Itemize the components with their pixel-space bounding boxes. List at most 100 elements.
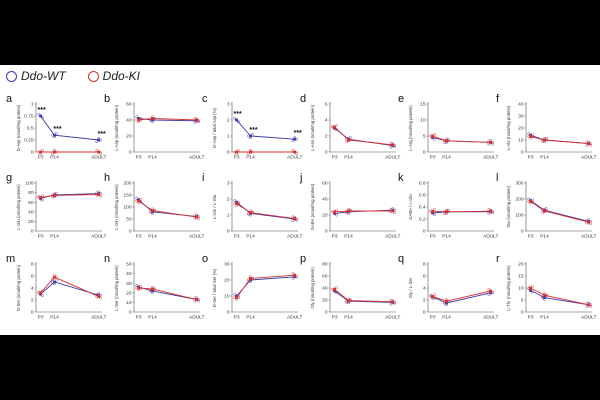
data-point	[541, 211, 545, 215]
y-tick-label: 3	[227, 181, 230, 187]
y-tick-label: 100	[515, 213, 523, 219]
y-axis-label: L-Asp (nmol/mg protein)	[114, 104, 119, 151]
y-tick-label: 60	[322, 274, 328, 280]
x-tick-label: P14	[540, 234, 549, 240]
y-tick-label: 15	[420, 102, 426, 108]
data-point	[149, 210, 153, 214]
data-point	[487, 142, 491, 146]
data-point	[99, 296, 102, 300]
data-point	[393, 144, 396, 148]
data-point	[541, 295, 545, 299]
x-tick-label: P3	[332, 155, 338, 161]
y-tick-label: 100	[123, 205, 131, 211]
y-tick-label: 0	[325, 310, 328, 316]
y-axis-label: D-Ser / total Ser (%)	[212, 268, 217, 307]
y-tick-label: 0	[325, 150, 328, 156]
series-line	[236, 276, 295, 297]
panel-g: g L-Glu (nmol/mg protein) 0 20 40 60 80 100 P3 P1…	[6, 172, 106, 240]
mean-marker	[235, 150, 239, 154]
mean-marker	[195, 298, 199, 301]
data-point	[193, 116, 197, 120]
mean-marker	[529, 135, 533, 138]
data-point	[530, 198, 534, 202]
data-point	[389, 302, 393, 306]
data-point	[345, 211, 349, 215]
data-point	[291, 272, 295, 276]
y-axis-label: L-Ser (nmol/mg protein)	[114, 265, 119, 311]
mean-marker	[97, 193, 101, 196]
panel-letter: h	[104, 172, 110, 184]
y-tick-label: 0	[227, 310, 230, 316]
data-point	[487, 208, 491, 212]
y-tick-label: 40	[126, 118, 132, 124]
panel-f: f L-Ala (nmol/mg protein) 0 10 20 30 40 P3 P14 AD…	[496, 93, 596, 161]
y-tick-label: 40	[322, 286, 328, 292]
mean-marker	[97, 295, 101, 298]
panel-b: b L-Asp (nmol/mg protein) 0 20 40 60 P3 P14 ADUL…	[104, 93, 204, 161]
mean-marker	[347, 138, 350, 142]
y-tick-label: 3	[227, 102, 230, 108]
y-tick-label: 50	[126, 262, 132, 268]
y-tick-label: 20	[126, 134, 132, 140]
data-point	[432, 137, 436, 141]
mean-marker	[137, 199, 141, 203]
data-point	[291, 139, 295, 143]
mean-marker	[249, 278, 252, 282]
mean-marker	[293, 137, 297, 141]
x-tick-label: ADULT	[581, 234, 596, 240]
y-tick-label: 300	[515, 181, 523, 187]
data-point	[585, 140, 589, 144]
y-tick-label: 2	[423, 298, 426, 304]
data-point	[247, 278, 251, 282]
y-tick-label: 0.75	[24, 114, 34, 120]
mean-marker	[333, 289, 337, 293]
mean-marker	[137, 117, 141, 120]
data-point	[40, 194, 44, 198]
data-point	[138, 116, 142, 120]
panel-d: d L-Asn (nmol/mg protein) 0 2 4 6 P3 P14 ADULT	[300, 93, 400, 161]
data-point	[291, 148, 295, 152]
series-line	[530, 287, 589, 306]
mean-marker	[333, 210, 337, 214]
y-tick-label: 0.8	[419, 181, 426, 187]
y-tick-label: 20	[126, 290, 132, 296]
x-tick-label: P14	[50, 155, 59, 161]
x-tick-label: ADULT	[189, 155, 204, 161]
x-tick-label: P3	[38, 315, 44, 321]
mean-marker	[445, 210, 448, 214]
y-axis-label: GABA / L-Glu	[408, 193, 413, 219]
y-tick-label: 50	[126, 217, 132, 223]
data-point	[443, 211, 447, 215]
y-tick-label: 40	[28, 209, 34, 215]
mean-marker	[587, 142, 591, 145]
x-tick-label: P3	[332, 315, 338, 321]
y-tick-label: 4	[325, 118, 328, 124]
mean-marker	[431, 211, 435, 215]
mean-marker	[489, 141, 493, 144]
panel-m: mD-Ser (nmol/mg protein) 0 2 4 6 8 P3 P14 ADULT	[6, 253, 106, 321]
mean-marker	[431, 295, 435, 298]
data-point	[295, 152, 298, 156]
data-point	[487, 211, 491, 215]
data-point	[197, 299, 200, 303]
mean-marker	[53, 194, 56, 197]
x-tick-label: ADULT	[287, 155, 302, 161]
x-tick-label: P14	[148, 315, 157, 321]
mean-marker	[151, 117, 154, 120]
y-tick-label: 0	[423, 310, 426, 316]
mean-marker	[235, 296, 239, 299]
mean-marker	[53, 133, 56, 137]
mean-marker	[249, 211, 252, 214]
series-line	[334, 288, 393, 303]
data-point	[530, 290, 534, 294]
data-point	[291, 276, 295, 280]
data-point	[487, 139, 491, 143]
x-tick-label: P14	[442, 315, 451, 321]
panel-letter: e	[398, 93, 404, 105]
data-point	[295, 275, 298, 279]
mean-marker	[543, 209, 546, 213]
x-tick-label: P14	[540, 155, 549, 161]
x-tick-label: ADULT	[91, 315, 106, 321]
series-line	[40, 194, 99, 198]
